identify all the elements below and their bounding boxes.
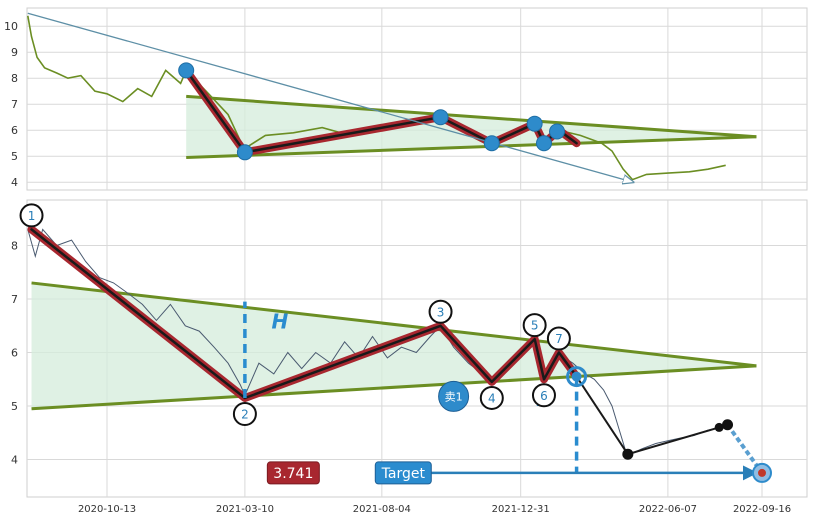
pivot-number-circle [546,326,571,351]
overview-y-tick-label: 8 [11,72,18,85]
pivot-number-label: 3 [437,305,445,319]
detail-y-tick-label: 7 [11,293,18,306]
pivot-number-label: 1 [28,209,36,223]
detail-y-tick-label: 6 [11,347,18,360]
overview-lower-trendline [186,135,757,159]
overview-y-tick-label: 5 [11,150,18,163]
pivot-number-label: 5 [531,319,539,333]
target-label: Target [381,466,426,482]
detail-x-tick-label: 2021-12-31 [492,504,550,515]
detail-y-tick-label: 4 [11,454,18,467]
detail-x-tick-label: 2022-09-16 [733,504,791,515]
detail-x-tick-label: 2021-03-10 [216,504,274,515]
overview-pivot-dot [549,123,566,140]
overview-triangle-fill [186,96,757,158]
detail-x-tick-label: 2022-06-07 [639,504,697,515]
price-value-box [266,461,320,485]
detail-lower-trendline [31,364,757,411]
overview-y-tick-label: 7 [11,98,18,111]
detail-x-tick-label: 2021-08-04 [353,504,411,515]
overview-y-tick-label: 4 [11,176,18,189]
pivot-number-label: 2 [241,408,249,422]
path-vertex-dot [714,422,724,432]
breakout-dot [571,371,582,382]
overview-pivot-dot [432,109,449,126]
detail-price-line [27,228,728,455]
detail-y-tick-label: 5 [11,400,18,413]
pivot-number-label: 7 [555,332,563,346]
price-value-label: 3.741 [273,466,313,482]
overview-trend-arrow [27,12,634,182]
target-box [374,461,432,485]
detail-upper-trendline [31,281,757,368]
path-vertex-dot [722,419,734,431]
overview-panel: 4 5 6 7 8 9 10 [4,7,808,191]
overview-pivot-dot [178,62,195,79]
detail-zigzag-line [30,228,578,400]
detail-y-tick-label: 8 [11,239,18,252]
detail-x-tick-label: 2020-10-13 [78,504,136,515]
pivot-number-circle [522,313,547,338]
pivot-number-circle [19,203,44,228]
sell-signal-label: 卖1 [445,390,463,403]
pivot-number-label: 6 [540,389,548,403]
overview-pivot-dot [526,115,543,132]
pivot-number-circle [232,402,257,426]
pivot-number-label: 4 [488,391,496,405]
overview-pivot-dot [483,135,500,152]
sell-signal-badge [438,380,470,412]
height-label: H [272,309,289,333]
breakout-ring [566,366,588,388]
target-marker-inner [758,468,766,477]
detail-panel: 4 5 6 7 8 2020-10-13 2021-03-10 2021-08-04 2021-… [11,199,808,515]
overview-y-tick-label: 9 [11,46,18,59]
overview-plot-frame [26,7,808,191]
pivot-number-circle [531,383,556,408]
pivot-number-circle [428,299,453,324]
pivot-number-circle [479,385,504,410]
overview-y-tick-label: 10 [4,20,18,33]
overview-y-tick-label: 6 [11,124,18,137]
overview-upper-trendline [186,94,757,139]
overview-pivot-dot [236,144,253,161]
overview-price-line [27,15,726,181]
path-vertex-dot [622,448,634,460]
overview-pivot-dot [535,135,552,152]
